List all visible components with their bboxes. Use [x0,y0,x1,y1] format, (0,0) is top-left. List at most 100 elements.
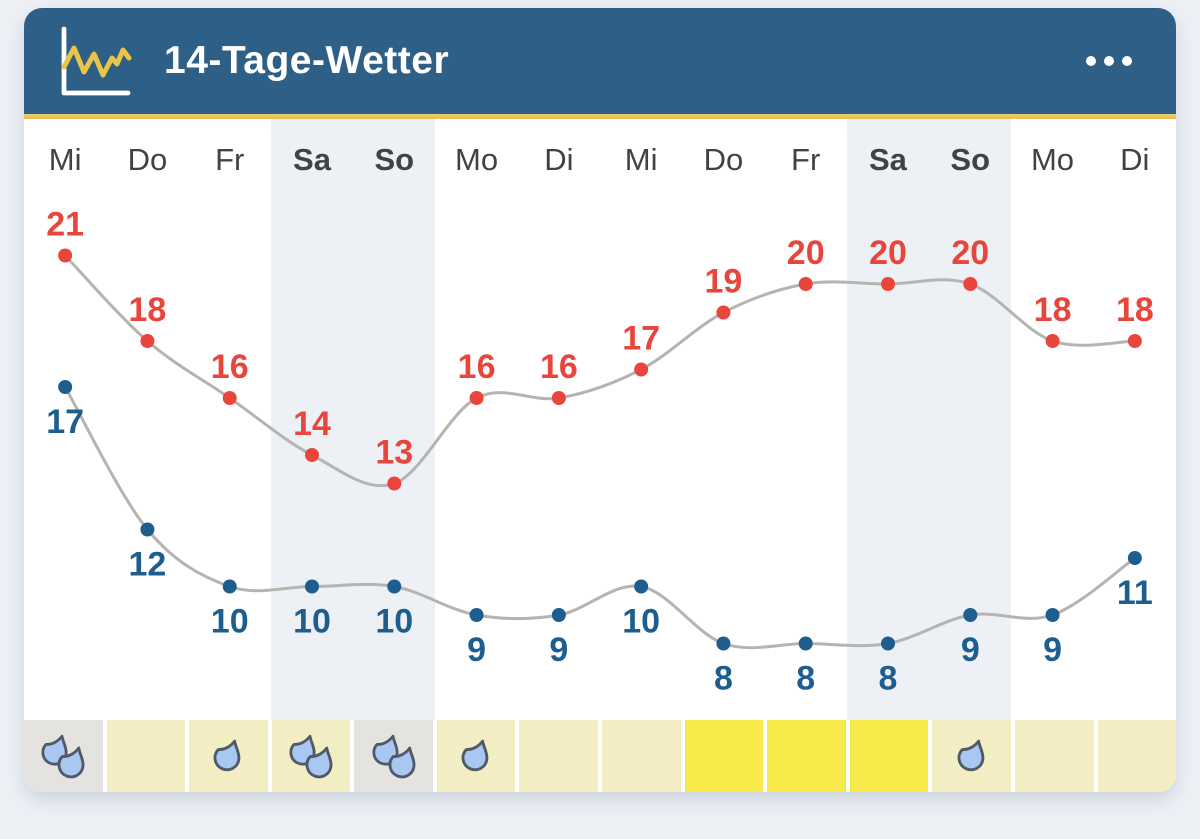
high-temp-point [469,391,484,405]
day-label-10: Sa [868,141,907,177]
high-temp-label: 20 [787,234,825,272]
temperature-chart: 21 18 16 14 13 16 16 17 19 20 20 20 18 18 17 12 10 10 10 9 9… [46,206,1154,698]
precip-cell-3 [271,720,351,792]
day-label-11: So [950,141,991,177]
high-temp-label: 21 [46,206,84,244]
low-temp-point [798,636,813,651]
day-label-1: Do [127,141,168,177]
high-temp-label: 16 [540,348,578,386]
low-temp-point [222,579,237,594]
low-temp-label: 10 [375,603,413,641]
precip-cell-12 [1014,720,1094,792]
low-temp-label: 8 [796,660,815,698]
high-temp-label: 13 [375,434,413,472]
high-temp-label: 18 [1116,291,1154,329]
high-temp-label: 19 [705,263,743,301]
low-temp-label: 12 [129,546,167,584]
ellipsis-icon [1086,56,1096,66]
raindrop-icon [461,739,489,772]
low-temp-point [963,608,978,622]
day-label-12: Mo [1030,141,1075,177]
high-temp-label: 16 [458,348,496,386]
widget-title: 14-Tage-Wetter [164,39,450,82]
high-temp-point [881,277,895,291]
low-temp-point [1127,551,1142,565]
precip-cell-9 [767,720,846,792]
low-temp-point [551,608,566,622]
low-temp-point [305,579,319,594]
day-label-9: Fr [791,141,821,177]
low-temp-point [1045,608,1060,622]
day-label-7: Mi [624,141,658,177]
precip-cell-10 [849,720,929,792]
precip-cell-6 [519,720,599,792]
low-temp-point [634,579,649,594]
line-chart-icon [48,20,136,102]
precip-cell-2 [189,720,268,792]
high-temp-label: 20 [951,234,989,272]
day-label-6: Di [544,141,574,177]
high-temp-point [387,476,402,491]
low-temp-point [881,636,895,651]
weekend-band [846,119,1012,720]
low-temp-point [140,522,155,537]
raindrops-icon [41,734,85,778]
high-temp-point [716,305,731,320]
precip-cell-5 [436,720,516,792]
precip-cell-13 [1097,720,1176,792]
precip-cell-0 [24,720,103,792]
precip-cell-7 [602,720,681,792]
precipitation-row [24,720,1176,792]
high-temp-point [963,277,978,291]
weather-widget-card[interactable]: 14-Tage-Wetter Mi Do Fr Sa So Mo Di Mi Do Fr Sa So M… [24,8,1176,792]
raindrops-icon [372,734,416,778]
high-temp-label: 16 [211,348,249,386]
widget-header: 14-Tage-Wetter [24,8,1176,114]
more-menu-button[interactable] [1082,46,1136,76]
precip-cell-11 [932,720,1011,792]
accent-divider [24,114,1176,119]
precip-cell-8 [684,720,764,792]
high-temp-label: 18 [129,291,167,329]
day-label-8: Do [703,141,744,177]
high-temp-point [222,391,237,405]
high-temp-label: 18 [1034,291,1072,329]
high-temp-label: 17 [622,320,660,358]
high-temp-point [798,277,813,291]
day-label-13: Di [1120,141,1150,177]
low-temp-label: 9 [467,631,486,669]
low-temp-point [716,636,731,651]
low-temp-point [387,579,402,594]
low-temp-label: 10 [293,603,331,641]
high-temp-label: 20 [869,234,907,272]
precip-cell-1 [106,720,186,792]
day-label-0: Mi [48,141,82,177]
high-temp-point [58,248,73,263]
day-label-3: Sa [293,141,331,177]
low-temp-label: 11 [1117,574,1153,612]
chart-area: Mi Do Fr Sa So Mo Di Mi Do Fr Sa So Mo Di 21 18 16 14 13 1… [24,119,1176,720]
high-temp-point [634,362,649,377]
low-temp-label: 8 [714,660,733,698]
high-temp-point [1127,334,1142,348]
low-temp-point [469,608,484,622]
low-temp-label: 8 [879,660,898,698]
weekend-band [270,119,436,720]
raindrop-icon [214,739,241,772]
low-temp-label: 9 [961,631,980,669]
precip-cell-4 [354,720,433,792]
low-temp-point [58,380,73,394]
high-temp-label: 14 [293,405,331,443]
raindrops-icon [289,734,333,778]
day-label-5: Mo [455,141,499,177]
high-temp-point [551,391,566,405]
high-temp-point [305,448,319,462]
high-temp-point [1045,334,1060,348]
low-temp-label: 9 [1043,631,1062,669]
low-temp-label: 10 [211,603,249,641]
day-labels-row: Mi Do Fr Sa So Mo Di Mi Do Fr Sa So Mo Di [24,119,1176,190]
raindrop-icon [957,739,984,772]
day-label-2: Fr [215,141,245,177]
low-temp-label: 10 [622,603,660,641]
low-temp-label: 9 [549,631,568,669]
